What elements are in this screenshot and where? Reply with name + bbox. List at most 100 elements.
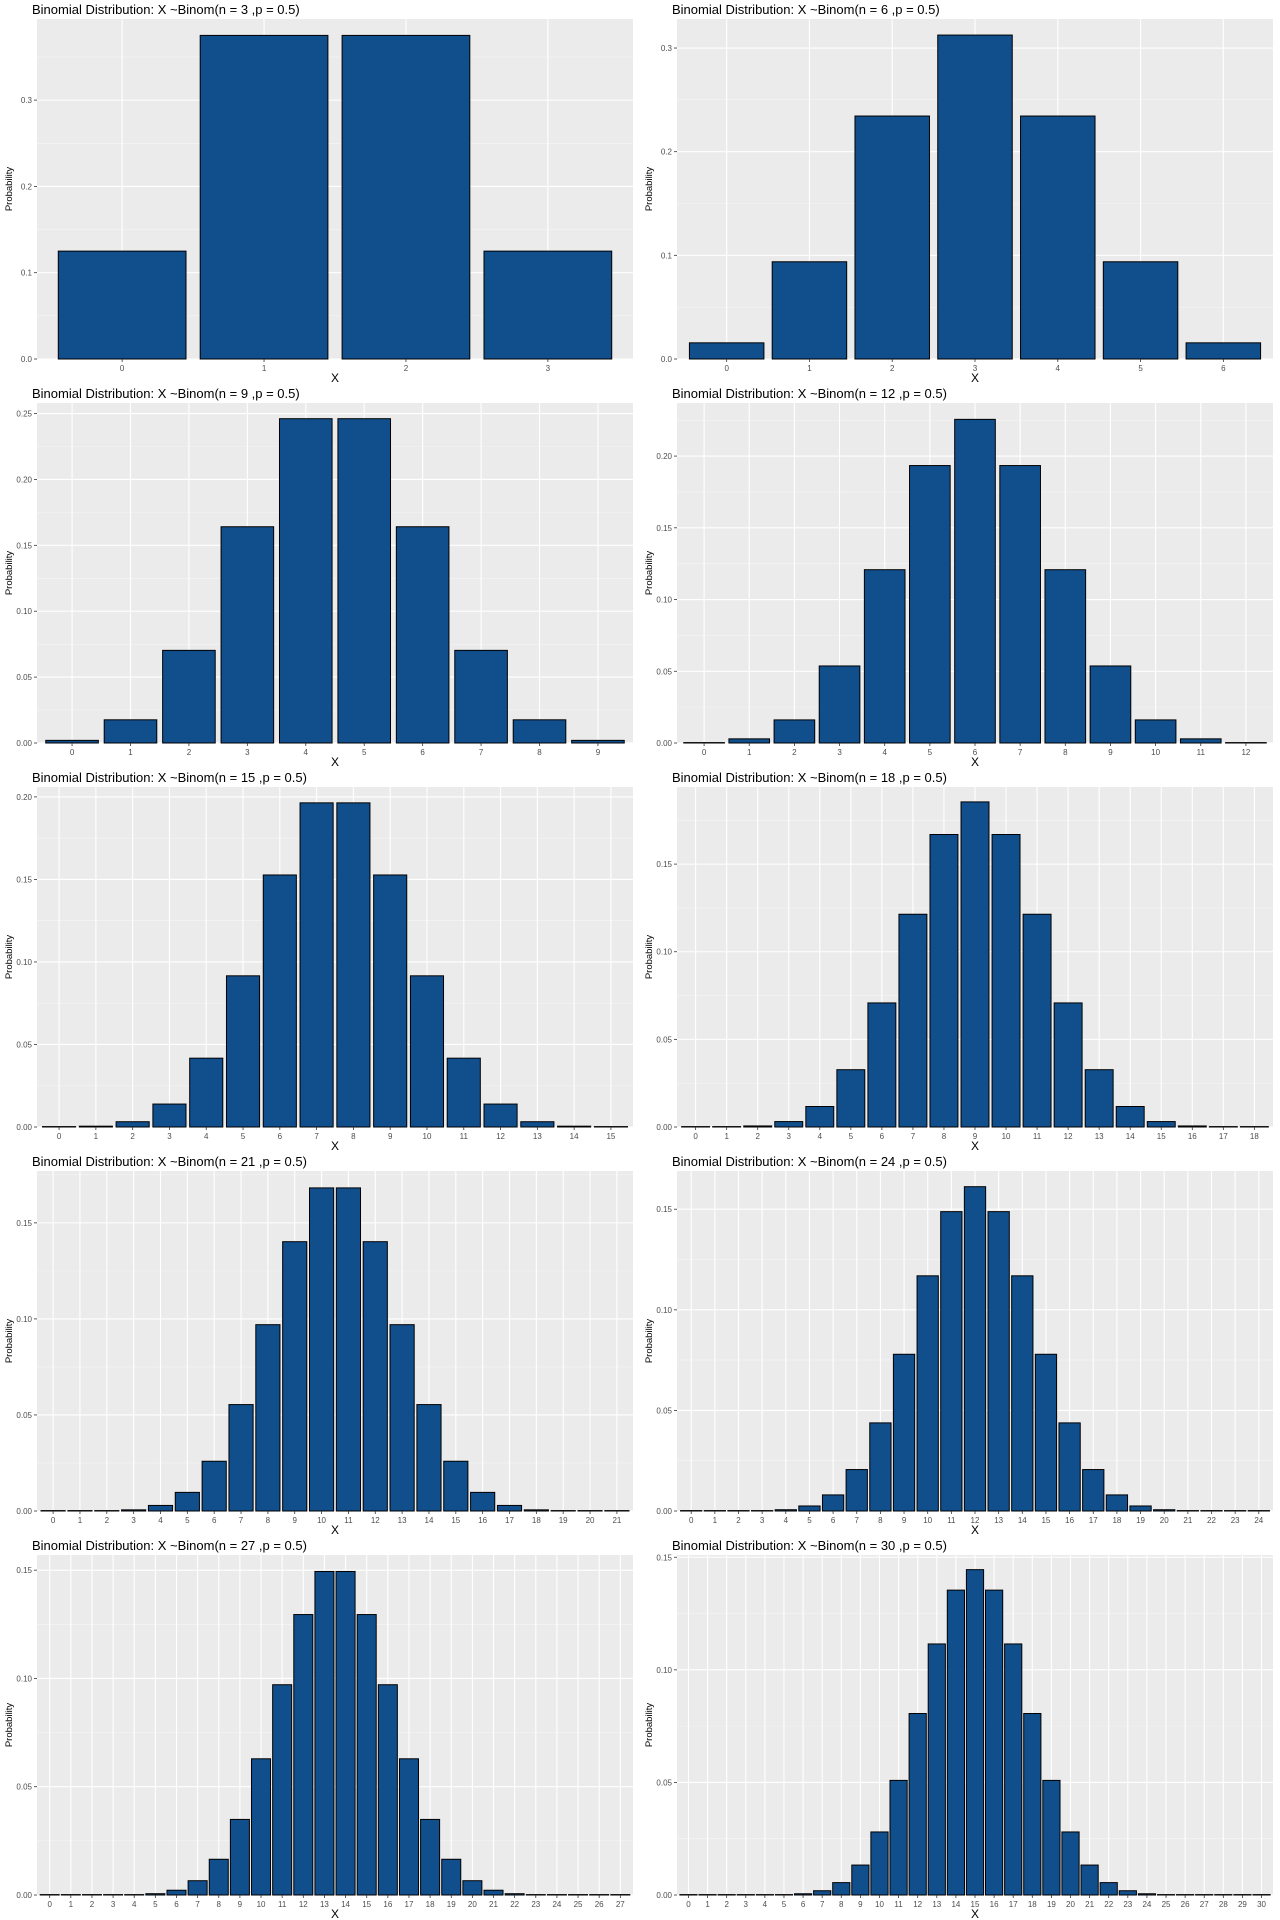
- x-tick-label: 0: [70, 748, 75, 757]
- x-tick-label: 9: [238, 1900, 243, 1909]
- bar: [145, 1893, 166, 1896]
- y-tick-label: 0.15: [16, 1219, 32, 1228]
- x-tick-label: 3: [837, 748, 842, 757]
- bar: [805, 1105, 835, 1128]
- bar: [1129, 1505, 1152, 1512]
- bar: [854, 115, 930, 360]
- x-tick-label: 21: [612, 1516, 621, 1525]
- x-tick-label: 13: [320, 1900, 329, 1909]
- x-tick-label: 11: [947, 1516, 956, 1525]
- x-tick-label: 12: [299, 1900, 308, 1909]
- x-tick-label: 0: [686, 1900, 691, 1909]
- bar: [991, 833, 1021, 1128]
- x-tick-label: 1: [705, 1900, 710, 1909]
- x-tick-label: 17: [1219, 1132, 1228, 1141]
- bar: [1105, 1494, 1129, 1512]
- x-tick-label: 9: [293, 1516, 298, 1525]
- x-tick-label: 15: [362, 1900, 371, 1909]
- x-tick-label: 9: [1108, 748, 1113, 757]
- x-tick-label: 1: [807, 364, 812, 373]
- x-tick-label: 1: [69, 1900, 74, 1909]
- chart-title: Binomial Distribution: X ~Binom(n = 9 ,p…: [32, 386, 300, 401]
- x-tick-label: 24: [1142, 1900, 1151, 1909]
- y-tick-label: 0.10: [16, 1674, 32, 1683]
- x-tick-label: 1: [262, 364, 267, 373]
- x-tick-label: 0: [693, 1132, 698, 1141]
- x-tick-label: 3: [111, 1900, 116, 1909]
- bar: [909, 465, 951, 744]
- x-tick-label: 12: [371, 1516, 380, 1525]
- x-tick-label: 4: [784, 1516, 789, 1525]
- bar: [187, 1880, 208, 1896]
- x-tick-label: 6: [212, 1516, 217, 1525]
- x-tick-label: 10: [875, 1900, 884, 1909]
- bar: [688, 342, 765, 360]
- bar: [335, 1187, 362, 1512]
- chart-svg: 0.0 0.1 0.2 0.3 0 1 2 3 4 5 6 X Probability Binomial …: [644, 2, 1273, 384]
- bar: [362, 1241, 388, 1512]
- bar: [851, 1864, 870, 1896]
- x-tick-label: 1: [747, 748, 752, 757]
- bar: [1080, 1864, 1099, 1896]
- bar: [398, 1758, 419, 1896]
- x-tick-label: 3: [546, 364, 551, 373]
- chart-panel: 0.00 0.05 0.10 0.15 0 1 2 3 4 5 6 7 8 9 10 11 12 13 14 15 16…: [0, 1152, 640, 1536]
- x-tick-label: 25: [1162, 1900, 1171, 1909]
- bar: [337, 418, 392, 744]
- x-tick-label: 11: [1033, 1132, 1042, 1141]
- bar: [441, 1858, 462, 1896]
- bar: [225, 975, 261, 1128]
- x-tick-label: 13: [1095, 1132, 1104, 1141]
- y-tick-label: 0.05: [656, 667, 672, 676]
- x-tick-label: 20: [1160, 1516, 1169, 1525]
- bar: [45, 739, 99, 744]
- x-tick-label: 20: [468, 1900, 477, 1909]
- bar: [1084, 1069, 1114, 1128]
- y-axis-title: Probability: [644, 551, 655, 596]
- chart-panel: 0.00 0.05 0.10 0.15 0 1 2 3 4 5 6 7 8 9 10 11 12 13 14 15 16…: [0, 1536, 640, 1920]
- x-tick-label: 1: [724, 1132, 729, 1141]
- x-tick-label: 9: [596, 748, 601, 757]
- chart-panel: 0.0 0.1 0.2 0.3 0 1 2 3 4 5 6 X Probability Binomial …: [640, 0, 1280, 384]
- y-tick-label: 0.05: [16, 1783, 32, 1792]
- bar: [454, 649, 508, 744]
- bar: [496, 1504, 523, 1512]
- x-tick-label: 3: [744, 1900, 749, 1909]
- x-tick-label: 10: [923, 1516, 932, 1525]
- bar: [946, 1589, 965, 1896]
- x-tick-label: 10: [317, 1516, 326, 1525]
- bar: [557, 1125, 592, 1128]
- x-tick-label: 2: [105, 1516, 110, 1525]
- plot-background: [37, 1171, 633, 1511]
- y-tick-label: 0.15: [16, 541, 32, 550]
- x-tick-label: 8: [1063, 748, 1068, 757]
- x-tick-label: 6: [801, 1900, 806, 1909]
- bar: [870, 1831, 889, 1896]
- bar: [728, 738, 771, 744]
- x-tick-label: 6: [420, 748, 425, 757]
- bar: [147, 1504, 174, 1512]
- bar: [965, 1569, 985, 1896]
- y-tick-label: 0.25: [16, 410, 32, 419]
- x-tick-label: 15: [1041, 1516, 1050, 1525]
- x-tick-label: 5: [1138, 364, 1143, 373]
- x-tick-label: 26: [1181, 1900, 1190, 1909]
- x-tick-label: 22: [510, 1900, 519, 1909]
- x-tick-label: 13: [398, 1516, 407, 1525]
- bar: [483, 1889, 504, 1896]
- y-tick-label: 0.10: [16, 958, 32, 967]
- x-tick-label: 5: [362, 748, 367, 757]
- bar: [1034, 1353, 1058, 1512]
- bar: [929, 833, 959, 1128]
- x-tick-label: 30: [1257, 1900, 1266, 1909]
- y-tick-label: 0.00: [16, 1123, 32, 1132]
- chart-title: Binomial Distribution: X ~Binom(n = 27 ,…: [32, 1538, 307, 1553]
- x-tick-label: 2: [90, 1900, 95, 1909]
- bar: [571, 739, 625, 744]
- y-tick-label: 0.10: [16, 607, 32, 616]
- y-tick-label: 0.00: [16, 1507, 32, 1516]
- bar: [523, 1509, 549, 1512]
- x-tick-label: 16: [1065, 1516, 1074, 1525]
- x-tick-label: 16: [1188, 1132, 1197, 1141]
- x-tick-label: 7: [855, 1516, 860, 1525]
